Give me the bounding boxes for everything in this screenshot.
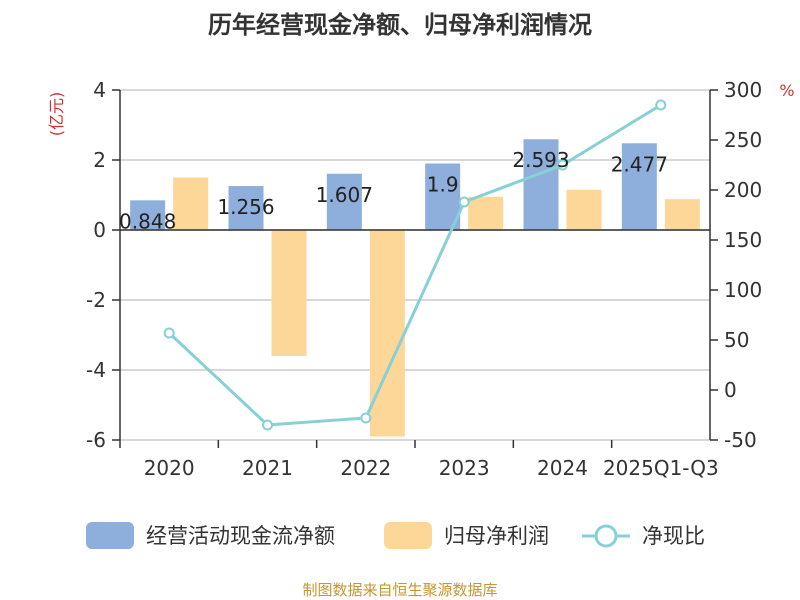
legend-swatch-cashflow [86,522,134,549]
left-tick-label: -4 [86,358,106,382]
x-tick-label: 2024 [537,456,588,480]
x-tick-label: 2025Q1-Q3 [603,456,719,480]
legend-label-cashflow: 经营活动现金流净额 [146,524,335,548]
bar-profit [664,199,700,230]
right-axis-unit: % [779,81,794,100]
bar-profit [173,177,209,230]
ratio-point [655,99,667,111]
x-tick-label: 2020 [144,456,195,480]
ratio-point [262,419,273,431]
bar-cashflow [228,186,264,230]
ratio-point [360,412,372,424]
left-axis-unit: (亿元) [47,92,66,137]
left-tick-label: 4 [93,78,106,102]
axes [112,89,718,448]
bar-cashflow [130,200,166,230]
right-tick-label: 50 [724,328,749,352]
right-tick-label: 150 [724,228,762,252]
right-tick-label: 0 [724,378,737,402]
data-label: 2.593 [512,148,569,172]
grid-lines [120,89,710,441]
bars [130,139,700,437]
legend-swatch-ratio-marker [594,524,618,548]
tick-labels: 4 2 0 -2 -4 -6 300 250 200 150 100 50 0 -50 2020 2021 20… [86,78,762,480]
left-tick-label: -2 [86,288,106,312]
data-label: 1.607 [316,183,373,207]
ratio-point [557,159,568,171]
legend-label-profit: 归母净利润 [444,524,549,548]
bar-profit [271,230,307,356]
right-tick-label: 100 [724,278,762,302]
legend: 经营活动现金流净额 归母净利润 净现比 [86,522,705,549]
bar-cashflow [523,139,559,230]
ratio-line-path [168,103,662,427]
legend-swatch-profit [384,522,432,549]
right-tick-label: 250 [724,128,762,152]
chart-title: 历年经营现金净额、归母净利润情况 [208,11,592,39]
ratio-point [163,327,175,339]
bar-profit [566,189,602,230]
right-tick-label: 300 [724,78,762,102]
x-tick-label: 2022 [340,456,391,480]
bar-cashflow [425,163,461,230]
ratio-line [163,99,667,431]
bar-cashflow [326,173,362,230]
bar-profit [468,196,504,230]
left-tick-label: 0 [93,218,106,242]
right-tick-label: 200 [724,178,762,202]
data-label: 1.9 [427,173,459,197]
right-tick-label: -50 [724,428,757,452]
data-label: 0.848 [119,209,176,233]
data-label: 1.256 [217,195,274,219]
legend-label-ratio: 净现比 [642,524,705,548]
data-source: 制图数据来自恒生聚源数据库 [302,581,497,599]
left-tick-label: -6 [86,428,106,452]
bar-cashflow [621,143,657,230]
left-tick-label: 2 [93,148,106,172]
ratio-point [458,196,470,208]
bar-profit [369,230,405,437]
data-labels: 0.848 1.256 1.607 1.9 2.593 2.477 [119,148,668,233]
x-tick-label: 2021 [242,456,293,480]
x-tick-label: 2023 [439,456,490,480]
data-label: 2.477 [611,152,668,176]
